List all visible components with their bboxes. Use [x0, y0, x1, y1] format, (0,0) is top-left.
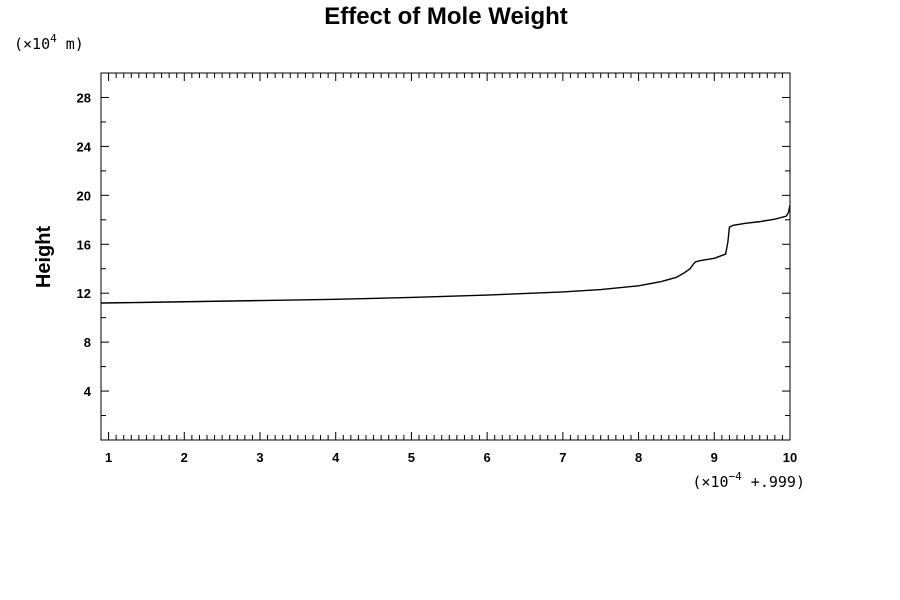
y-axis-multiplier: (×104 m) — [14, 32, 84, 53]
plot-frame — [100, 72, 791, 441]
x-multiplier-suffix: +.999) — [742, 473, 805, 491]
y-axis-tick-labels: 4 8 12 16 20 24 28 — [77, 90, 92, 399]
x-tick-label: 10 — [783, 450, 797, 465]
y-tick-label: 12 — [77, 286, 91, 301]
x-multiplier-exponent: −4 — [729, 470, 743, 483]
x-tick-label: 6 — [484, 450, 491, 465]
x-multiplier-prefix: (×10 — [692, 473, 728, 491]
y-axis-ticks — [101, 96, 790, 417]
chart-title: Effect of Mole Weight — [324, 3, 568, 30]
x-axis-tick-labels: 1 2 3 4 5 6 7 8 9 10 — [105, 450, 797, 465]
y-tick-label: 16 — [77, 237, 91, 252]
y-tick-label: 28 — [77, 90, 91, 105]
y-multiplier-exponent: 4 — [50, 32, 57, 45]
x-axis-multiplier: (×10−4 +.999) — [692, 470, 805, 491]
y-tick-label: 20 — [77, 188, 91, 203]
x-axis-ticks — [100, 73, 791, 440]
y-axis-label: Height — [33, 226, 55, 289]
x-tick-label: 3 — [256, 450, 263, 465]
x-tick-label: 2 — [181, 450, 188, 465]
x-tick-label: 5 — [408, 450, 415, 465]
y-tick-label: 8 — [84, 335, 91, 350]
series-line — [100, 204, 791, 304]
y-multiplier-prefix: (×10 — [14, 35, 50, 53]
y-tick-label: 24 — [77, 139, 92, 154]
x-tick-label: 8 — [635, 450, 642, 465]
y-tick-label: 4 — [84, 384, 92, 399]
x-tick-label: 1 — [105, 450, 112, 465]
x-tick-label: 9 — [711, 450, 718, 465]
x-tick-label: 7 — [559, 450, 566, 465]
y-multiplier-suffix: m) — [57, 35, 84, 53]
x-tick-label: 4 — [332, 450, 340, 465]
